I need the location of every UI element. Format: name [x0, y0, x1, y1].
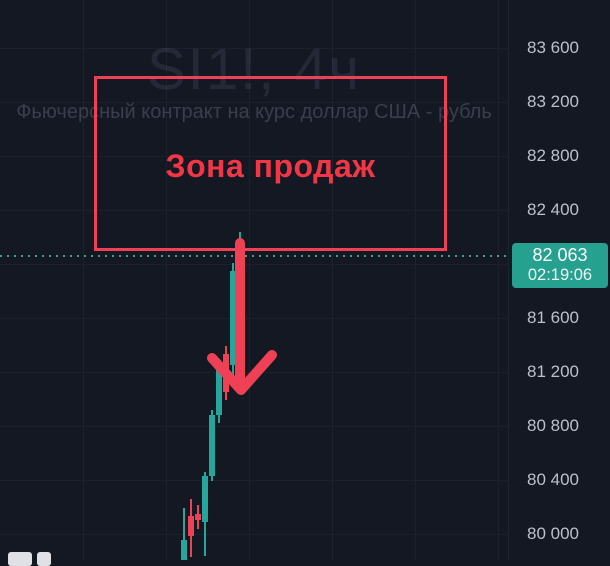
candlestick: [202, 471, 208, 556]
candlestick: [195, 504, 201, 530]
horizontal-gridline: [0, 264, 508, 265]
candle-body: [188, 516, 194, 536]
price-axis-label: 81 200: [527, 362, 579, 381]
tradingview-logo-icon[interactable]: [8, 552, 68, 566]
candlestick: [181, 508, 187, 560]
candle-wick: [183, 508, 185, 560]
horizontal-gridline: [0, 480, 508, 481]
horizontal-gridline: [0, 318, 508, 319]
candlestick: [216, 358, 222, 424]
horizontal-gridline: [0, 534, 508, 535]
price-axis-label: 82 800: [527, 146, 579, 165]
candle-body: [209, 415, 215, 476]
vertical-gridline: [166, 0, 167, 560]
horizontal-gridline: [0, 210, 508, 211]
candle-body: [237, 255, 243, 271]
candlestick: [188, 498, 194, 557]
price-axis-label: 83 200: [527, 92, 579, 111]
candlestick: [223, 345, 229, 401]
last-price-value: 82 063: [532, 244, 588, 265]
candlestick: [209, 409, 215, 482]
candle-body: [195, 514, 201, 521]
horizontal-gridline: [0, 426, 508, 427]
candle-body: [216, 365, 222, 416]
candlestick: [230, 262, 236, 383]
horizontal-gridline: [0, 372, 508, 373]
vertical-gridline: [249, 0, 250, 560]
price-axis-label: 80 000: [527, 524, 579, 543]
vertical-gridline: [498, 0, 499, 560]
price-axis-label: 80 400: [527, 470, 579, 489]
vertical-gridline: [415, 0, 416, 560]
last-price-badge: 82 063 02:19:06: [512, 243, 608, 288]
price-axis-label: 83 600: [527, 38, 579, 57]
vertical-gridline: [83, 0, 84, 560]
candle-body: [202, 475, 208, 522]
vertical-gridline: [332, 0, 333, 560]
candle-body: [181, 540, 187, 560]
price-axis-separator: [508, 0, 509, 560]
candle-body: [230, 270, 236, 366]
candle-body: [223, 354, 229, 393]
price-axis-label: 82 400: [527, 200, 579, 219]
horizontal-gridline: [0, 102, 508, 103]
price-axis-label: 80 800: [527, 416, 579, 435]
price-axis-label: 81 600: [527, 308, 579, 327]
sell-zone-label: Зона продаж: [165, 148, 376, 184]
bar-countdown: 02:19:06: [527, 266, 593, 285]
horizontal-gridline: [0, 156, 508, 157]
horizontal-gridline: [0, 48, 508, 49]
sell-zone-box: Зона продаж: [94, 76, 447, 251]
current-price-dotted-line: [0, 255, 508, 257]
